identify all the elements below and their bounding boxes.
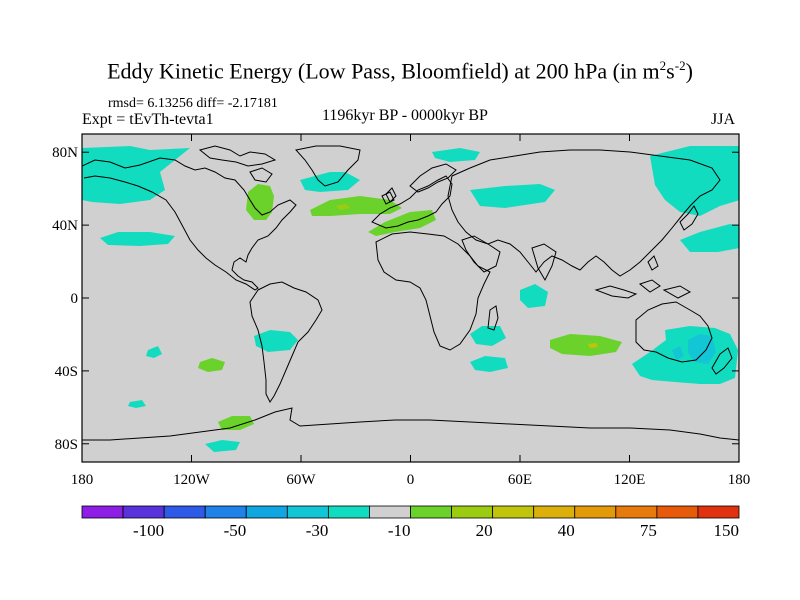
anomaly-patch <box>82 146 190 204</box>
x-tick-label: 60W <box>286 472 316 488</box>
colorbar-box <box>245 505 288 519</box>
anomaly-patch <box>650 146 739 216</box>
anomaly-patch <box>688 334 716 364</box>
coastline-new-zealand <box>711 347 733 375</box>
anomaly-patch <box>128 400 146 408</box>
coastline-india <box>531 243 557 282</box>
coastline-madagascar <box>487 305 499 331</box>
anomaly-patch <box>470 326 506 346</box>
colorbar-label: -100 <box>133 521 164 540</box>
y-tick-label: 80S <box>55 437 78 453</box>
coastline-british-isles <box>385 187 397 203</box>
colorbar-box <box>492 505 535 519</box>
colorbar-box <box>81 505 124 519</box>
anomaly-patch <box>520 284 548 308</box>
anomaly-patch <box>310 196 402 216</box>
coastline-antarctica <box>82 407 739 441</box>
colorbar-label: 20 <box>476 521 493 540</box>
anomaly-patch <box>146 346 162 358</box>
coastline-arctic-islands <box>198 145 277 183</box>
y-tick-label: 40N <box>52 218 78 234</box>
coastline-australia <box>635 301 713 363</box>
colorbar-label: -50 <box>224 521 247 540</box>
anomaly-patch <box>550 334 622 356</box>
anomaly-patch <box>198 358 225 372</box>
anomaly-patch <box>368 210 436 236</box>
x-tick-label: 180 <box>728 472 751 488</box>
colorbar-box <box>533 505 576 519</box>
x-tick-label: 180 <box>71 472 94 488</box>
anomaly-patch <box>588 343 598 348</box>
x-tick-label: 120W <box>173 472 211 488</box>
x-axis: 180 120W 60W 0 60E 120E 180 <box>71 134 751 488</box>
coastline-asia <box>447 149 721 277</box>
anomaly-patch <box>300 172 360 192</box>
colorbar-box <box>697 505 740 519</box>
anomaly-patch <box>470 356 508 372</box>
anomaly-patch <box>254 330 298 352</box>
colorbar-box <box>163 505 206 519</box>
period-label: 1196kyr BP - 0000kyr BP <box>322 107 488 124</box>
anomaly-patch <box>680 224 739 252</box>
colorbar-label: 150 <box>714 521 740 540</box>
colorbar: -100 -50 -30 -10 20 40 75 150 <box>81 505 740 540</box>
anomaly-patch <box>672 346 684 360</box>
colorbar-box <box>615 505 658 519</box>
anomaly-patches <box>82 146 739 452</box>
x-tick-label: 0 <box>407 472 415 488</box>
coastline-japan <box>679 205 699 231</box>
coastline-south-america <box>249 281 323 403</box>
y-tick-label: 0 <box>71 291 79 307</box>
coastline-scandinavia <box>409 163 457 193</box>
coastline-greenland <box>295 145 361 187</box>
map-background <box>82 134 739 462</box>
colorbar-label: 75 <box>640 521 657 540</box>
colorbar-box <box>327 505 370 519</box>
colorbar-box <box>286 505 329 519</box>
colorbar-box <box>369 505 411 519</box>
anomaly-patch <box>246 184 274 220</box>
coastline-africa <box>375 231 491 351</box>
y-tick-label: 80N <box>52 145 78 161</box>
stats-text: rmsd= 6.13256 diff= -2.17181 <box>108 96 278 111</box>
anomaly-patch <box>205 440 240 452</box>
anomaly-patch <box>336 204 350 210</box>
colorbar-label: -10 <box>388 521 411 540</box>
x-tick-label: 60E <box>508 472 532 488</box>
y-axis: 80N 40N 0 40S 80S <box>52 145 739 453</box>
anomaly-patch <box>100 232 175 246</box>
colorbar-label: -30 <box>306 521 329 540</box>
colorbar-box <box>204 505 247 519</box>
colorbar-box <box>410 505 452 519</box>
anomaly-patch <box>470 184 555 208</box>
anomaly-patch <box>432 148 480 162</box>
colorbar-box <box>451 505 494 519</box>
y-tick-label: 40S <box>55 364 78 380</box>
x-tick-label: 120E <box>614 472 646 488</box>
coastline-north-america <box>82 157 297 291</box>
experiment-label: Expt = tEvTh-tevta1 <box>82 111 214 128</box>
coastline-arabia <box>461 235 501 273</box>
coastlines <box>82 145 739 441</box>
plot-title: Eddy Kinetic Energy (Low Pass, Bloomfiel… <box>107 58 693 84</box>
colorbar-box <box>656 505 699 519</box>
anomaly-patch <box>218 416 254 430</box>
colorbar-box <box>574 505 617 519</box>
colorbar-box <box>122 505 165 519</box>
coastline-se-asia-islands <box>594 255 692 299</box>
colorbar-label: 40 <box>558 521 575 540</box>
season-label: JJA <box>711 111 736 128</box>
